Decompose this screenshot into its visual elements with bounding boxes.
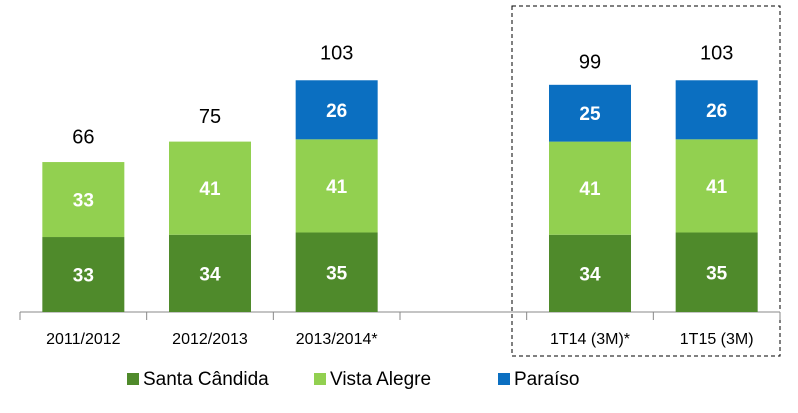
bar-segment — [675, 232, 758, 312]
bar-segment — [169, 234, 251, 312]
data-label: 41 — [706, 177, 728, 198]
highlight-box — [511, 5, 781, 357]
data-label: 34 — [199, 264, 221, 285]
bar-segment — [295, 139, 378, 233]
x-tick-label: 2012/2013 — [172, 331, 248, 348]
data-label: 26 — [706, 101, 727, 122]
data-label: 41 — [326, 177, 348, 198]
total-label: 66 — [72, 126, 94, 148]
bar-segment — [42, 237, 125, 312]
data-label: 41 — [199, 179, 221, 200]
x-tick-label: 1T14 (3M)* — [550, 331, 630, 348]
data-label: 35 — [706, 263, 728, 284]
bar-segment — [169, 141, 251, 235]
legend-swatch — [127, 373, 139, 385]
bar-segment — [675, 80, 758, 140]
x-tick-label: 2011/2012 — [46, 331, 121, 348]
bar-segment — [295, 80, 378, 140]
bar-segment — [675, 139, 758, 233]
bar-segment — [295, 232, 378, 312]
total-label: 75 — [199, 106, 221, 128]
bar-segment — [549, 141, 631, 235]
data-label: 35 — [326, 263, 348, 284]
data-label: 33 — [73, 266, 94, 287]
bar-segment — [42, 162, 125, 238]
data-label: 41 — [579, 179, 601, 200]
data-label: 34 — [579, 264, 601, 285]
bar-segment — [549, 84, 631, 142]
data-label: 26 — [326, 101, 347, 122]
legend-swatch — [498, 373, 510, 385]
data-label: 33 — [73, 191, 94, 212]
total-label: 103 — [700, 42, 733, 64]
total-label: 99 — [579, 51, 601, 73]
total-label: 103 — [320, 42, 353, 64]
legend-label: Santa Cândida — [143, 369, 269, 390]
legend-swatch — [314, 373, 326, 385]
data-label: 25 — [579, 104, 601, 125]
legend-label: Vista Alegre — [330, 369, 431, 390]
legend-label: Paraíso — [514, 369, 579, 390]
x-tick-label: 2013/2014* — [296, 331, 378, 348]
x-tick-label: 1T15 (3M) — [680, 331, 754, 348]
bar-segment — [549, 234, 631, 312]
